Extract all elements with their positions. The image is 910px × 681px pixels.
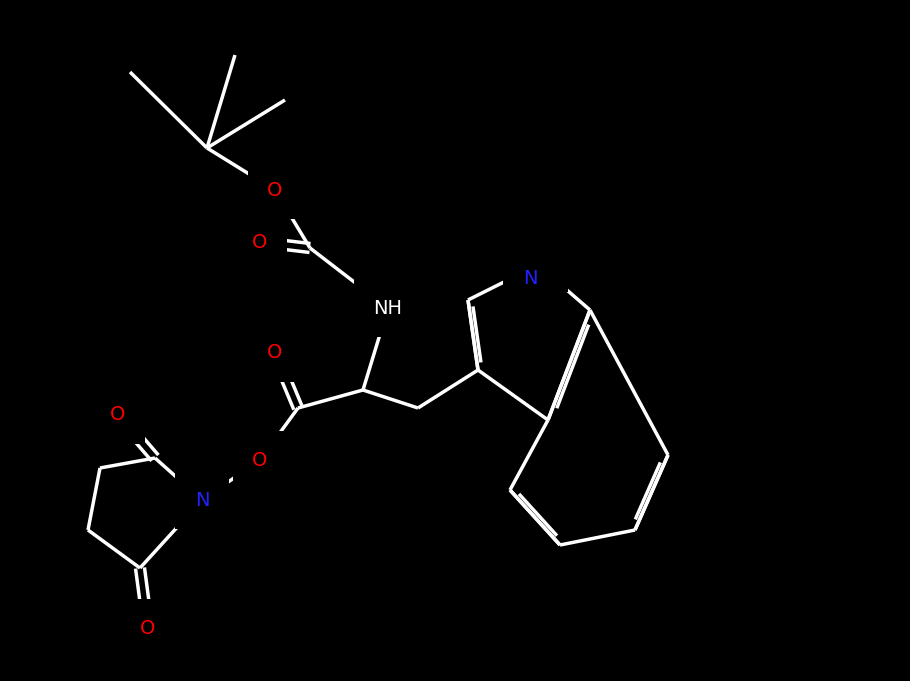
Text: O: O (252, 451, 268, 469)
Text: N: N (522, 270, 537, 289)
Text: O: O (140, 618, 156, 637)
Text: O: O (110, 405, 126, 424)
Text: NH: NH (373, 298, 402, 317)
Text: N: N (195, 490, 209, 509)
Text: H: H (536, 256, 550, 274)
Text: O: O (268, 343, 283, 362)
Text: O: O (252, 232, 268, 251)
Text: O: O (268, 180, 283, 200)
